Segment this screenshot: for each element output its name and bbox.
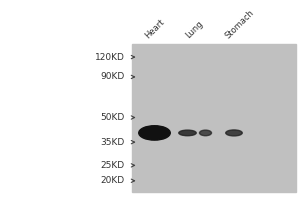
Text: Heart: Heart xyxy=(144,17,166,40)
Ellipse shape xyxy=(226,130,242,136)
Text: Lung: Lung xyxy=(184,19,205,40)
Ellipse shape xyxy=(139,126,170,140)
Text: Stomach: Stomach xyxy=(223,8,256,40)
Bar xyxy=(132,44,296,192)
Text: 20KD: 20KD xyxy=(100,176,124,185)
Text: 35KD: 35KD xyxy=(100,138,124,147)
Ellipse shape xyxy=(200,130,211,136)
Text: 90KD: 90KD xyxy=(100,72,124,81)
Text: 120KD: 120KD xyxy=(94,53,124,62)
Text: 25KD: 25KD xyxy=(100,161,124,170)
Ellipse shape xyxy=(179,130,196,136)
Text: 50KD: 50KD xyxy=(100,113,124,122)
